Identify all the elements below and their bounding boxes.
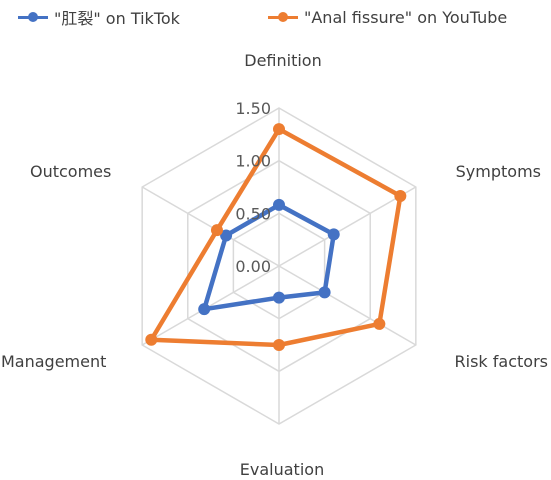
- data-point-s1-2: [373, 317, 386, 330]
- data-point-s0-1: [327, 228, 340, 241]
- category-label-2: Risk factors: [455, 352, 548, 371]
- category-label-0: Definition: [244, 51, 321, 70]
- data-point-s0-2: [318, 286, 331, 299]
- data-point-s1-1: [394, 189, 407, 202]
- grid-spoke-2: [278, 265, 417, 346]
- data-point-s1-5: [210, 224, 223, 237]
- data-point-s0-5: [220, 229, 233, 242]
- data-point-s1-0: [273, 123, 285, 136]
- legend-swatch-tiktok: [18, 11, 48, 23]
- category-label-3: Evaluation: [240, 460, 324, 479]
- data-point-s1-4: [145, 333, 158, 346]
- data-point-s1-3: [273, 339, 285, 351]
- category-label-4: Management: [1, 352, 106, 371]
- legend-label-tiktok: "肛裂" on TikTok: [54, 9, 180, 28]
- data-point-s0-3: [273, 291, 285, 304]
- legend-item-youtube: "Anal fissure" on YouTube: [268, 4, 507, 30]
- r-tick-label-1: 0.50: [235, 204, 271, 223]
- data-point-s0-0: [273, 198, 285, 211]
- grid-spoke-4: [141, 265, 280, 346]
- r-tick-label-0: 0.00: [235, 257, 271, 276]
- data-point-s0-4: [198, 303, 211, 316]
- r-tick-label-3: 1.50: [235, 99, 271, 118]
- grid-spoke-5: [141, 186, 280, 267]
- legend-item-tiktok: "肛裂" on TikTok: [18, 4, 180, 30]
- r-tick-label-2: 1.00: [235, 152, 271, 171]
- legend-swatch-youtube: [268, 11, 298, 23]
- category-label-5: Outcomes: [30, 162, 111, 181]
- grid-spoke-1: [278, 186, 417, 267]
- legend: "肛裂" on TikTok "Anal fissure" on YouTube: [0, 4, 551, 30]
- legend-label-youtube: "Anal fissure" on YouTube: [304, 7, 508, 27]
- series-line-1: [149, 126, 403, 348]
- category-label-1: Symptoms: [456, 162, 541, 181]
